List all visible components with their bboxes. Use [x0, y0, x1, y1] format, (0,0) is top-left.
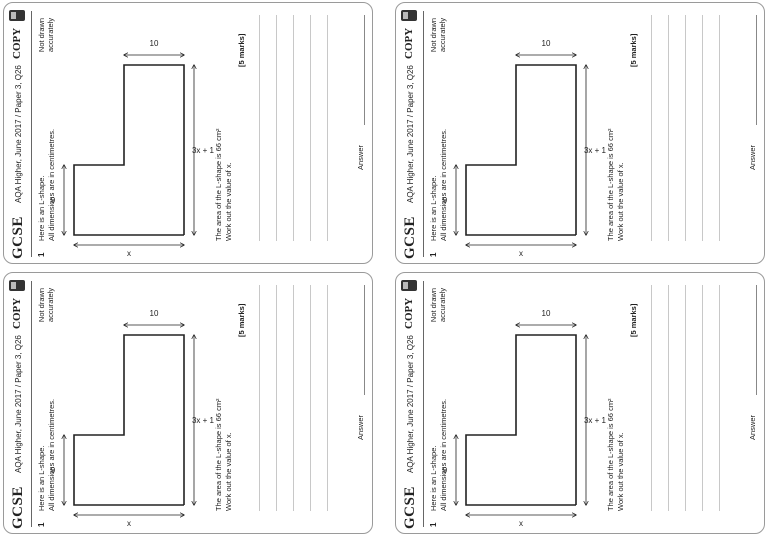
- working-line: [719, 285, 720, 511]
- working-line: [668, 285, 669, 511]
- dimension-label-left: x: [519, 519, 523, 528]
- working-line: [293, 15, 294, 241]
- dimension-label-bottom: 9: [443, 466, 448, 475]
- worksheet-card: GCSE AQA Higher, June 2017 / Paper 3, Q2…: [395, 272, 765, 534]
- answer-label: Answer: [748, 414, 757, 440]
- working-line: [327, 15, 328, 241]
- question-text: The area of the L-shape is 66 cm² Work o…: [606, 398, 625, 511]
- worksheet-card: GCSE AQA Higher, June 2017 / Paper 3, Q2…: [395, 2, 765, 264]
- dimension-label-left: x: [519, 249, 523, 258]
- dimension-label-bottom: 9: [443, 196, 448, 205]
- answer-line: [756, 15, 757, 125]
- l-shape-outline: [465, 334, 577, 506]
- dimension-label-top: 3x + 1: [584, 146, 607, 155]
- answer-label: Answer: [356, 414, 365, 440]
- working-line: [327, 285, 328, 511]
- dimension-label-top: 3x + 1: [584, 416, 607, 425]
- l-shape-outline: [73, 334, 185, 506]
- dimension-label-left: x: [127, 519, 131, 528]
- answer-line: [756, 285, 757, 395]
- working-line: [651, 15, 652, 241]
- marks-label: [5 marks]: [237, 303, 246, 337]
- working-line: [685, 15, 686, 241]
- answer-label: Answer: [748, 144, 757, 170]
- worksheet-page: GCSE AQA Higher, June 2017 / Paper 3, Q2…: [4, 273, 372, 533]
- dimension-label-left: x: [127, 249, 131, 258]
- answer-line: [364, 285, 365, 395]
- working-line: [259, 285, 260, 511]
- l-shape-diagram: 3x + 1 9 x 10: [443, 39, 607, 258]
- working-line: [293, 285, 294, 511]
- worksheet-page: GCSE AQA Higher, June 2017 / Paper 3, Q2…: [4, 3, 372, 263]
- question-text: The area of the L-shape is 66 cm² Work o…: [214, 128, 233, 241]
- working-line: [259, 15, 260, 241]
- l-shape-outline: [465, 64, 577, 236]
- answer-label: Answer: [356, 144, 365, 170]
- marks-label: [5 marks]: [237, 33, 246, 67]
- marks-label: [5 marks]: [629, 303, 638, 337]
- l-shape-diagram: 3x + 1 9 x 10: [51, 39, 215, 258]
- dimension-label-right: 10: [542, 309, 551, 318]
- worksheet-page: GCSE AQA Higher, June 2017 / Paper 3, Q2…: [396, 273, 764, 533]
- working-line: [276, 15, 277, 241]
- dimension-label-top: 3x + 1: [192, 416, 215, 425]
- working-line: [668, 15, 669, 241]
- worksheet-card: GCSE AQA Higher, June 2017 / Paper 3, Q2…: [3, 2, 373, 264]
- working-line: [702, 15, 703, 241]
- working-line: [276, 285, 277, 511]
- worksheet-page: GCSE AQA Higher, June 2017 / Paper 3, Q2…: [396, 3, 764, 263]
- l-shape-outline: [73, 64, 185, 236]
- question-text: The area of the L-shape is 66 cm² Work o…: [606, 128, 625, 241]
- dimension-label-right: 10: [150, 309, 159, 318]
- working-line: [310, 285, 311, 511]
- dimension-label-bottom: 9: [51, 466, 56, 475]
- dimension-label-bottom: 9: [51, 196, 56, 205]
- answer-line: [364, 15, 365, 125]
- marks-label: [5 marks]: [629, 33, 638, 67]
- l-shape-diagram: 3x + 1 9 x 10: [443, 309, 607, 528]
- question-text: The area of the L-shape is 66 cm² Work o…: [214, 398, 233, 511]
- working-line: [719, 15, 720, 241]
- working-line: [651, 285, 652, 511]
- worksheet-card: GCSE AQA Higher, June 2017 / Paper 3, Q2…: [3, 272, 373, 534]
- working-line: [310, 15, 311, 241]
- working-line: [685, 285, 686, 511]
- dimension-label-right: 10: [542, 39, 551, 48]
- working-line: [702, 285, 703, 511]
- l-shape-diagram: 3x + 1 9 x 10: [51, 309, 215, 528]
- dimension-label-top: 3x + 1: [192, 146, 215, 155]
- dimension-label-right: 10: [150, 39, 159, 48]
